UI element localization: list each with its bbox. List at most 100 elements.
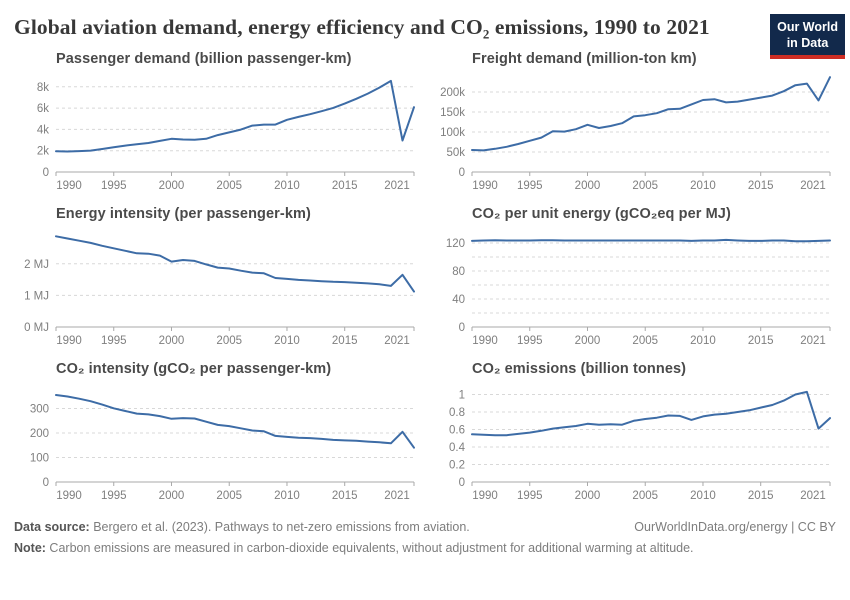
svg-text:0: 0 xyxy=(459,477,465,489)
chart-title: Passenger demand (billion passenger-km) xyxy=(56,50,352,67)
svg-text:2021: 2021 xyxy=(384,335,410,347)
svg-text:50k: 50k xyxy=(446,147,465,159)
svg-text:1990: 1990 xyxy=(472,490,498,502)
chart-canvas: 0 2k 4k 6k 8k 1990 1995 2000 2005 2010 2015 2021 xyxy=(37,79,415,192)
svg-text:0.6: 0.6 xyxy=(449,424,465,436)
svg-text:2000: 2000 xyxy=(575,335,601,347)
svg-text:0: 0 xyxy=(459,322,465,334)
svg-text:2005: 2005 xyxy=(216,490,242,502)
svg-text:2005: 2005 xyxy=(216,180,242,192)
line-series xyxy=(471,238,831,242)
svg-text:0: 0 xyxy=(43,167,49,179)
svg-text:2015: 2015 xyxy=(332,180,358,192)
svg-text:300: 300 xyxy=(30,403,49,415)
svg-text:6k: 6k xyxy=(37,103,49,115)
owid-logo: Our World in Data xyxy=(770,14,845,59)
svg-text:1995: 1995 xyxy=(517,335,543,347)
svg-text:2005: 2005 xyxy=(632,335,658,347)
svg-text:0: 0 xyxy=(459,167,465,179)
owid-logo-line2: in Data xyxy=(786,36,829,51)
chart-energy-intensity: Energy intensity (per passenger-km) 0 MJ… xyxy=(12,206,418,354)
footer: Data source: Bergero et al. (2023). Path… xyxy=(0,509,850,561)
svg-text:1990: 1990 xyxy=(56,335,82,347)
svg-text:1 MJ: 1 MJ xyxy=(24,290,49,302)
footer-note-label: Note: xyxy=(14,541,46,556)
svg-text:1995: 1995 xyxy=(517,180,543,192)
svg-text:2010: 2010 xyxy=(274,180,300,192)
svg-text:1990: 1990 xyxy=(56,490,82,502)
svg-text:2015: 2015 xyxy=(748,180,774,192)
chart-freight-demand: Freight demand (million-ton km) 0 50k 100k… xyxy=(428,51,834,199)
chart-canvas: 0 100 200 300 1990 1995 2000 2005 2010 2015 2021 xyxy=(30,393,415,502)
svg-text:2021: 2021 xyxy=(800,490,826,502)
svg-text:40: 40 xyxy=(452,294,465,306)
svg-text:1995: 1995 xyxy=(101,490,127,502)
svg-text:2015: 2015 xyxy=(332,490,358,502)
svg-text:8k: 8k xyxy=(37,81,49,93)
svg-text:2000: 2000 xyxy=(159,335,185,347)
svg-text:2010: 2010 xyxy=(690,490,716,502)
footer-credit-link[interactable]: OurWorldInData.org/energy | CC BY xyxy=(634,519,836,534)
svg-text:2010: 2010 xyxy=(690,335,716,347)
svg-text:2000: 2000 xyxy=(159,180,185,192)
footer-source-text: Bergero et al. (2023). Pathways to net-z… xyxy=(89,519,470,534)
svg-text:80: 80 xyxy=(452,266,465,278)
chart-canvas: 0 0.2 0.4 0.6 0.8 1 1990 1995 2000 2005 2010 2015 20… xyxy=(449,389,831,502)
chart-co2-per-unit-energy: CO₂ per unit energy (gCO₂eq per MJ) 0 40 8… xyxy=(428,206,834,354)
chart-title: Energy intensity (per passenger-km) xyxy=(56,205,311,222)
svg-text:2 MJ: 2 MJ xyxy=(24,258,49,270)
svg-text:4k: 4k xyxy=(37,124,49,136)
svg-text:2010: 2010 xyxy=(690,180,716,192)
chart-co2-emissions: CO₂ emissions (billion tonnes) 0 0.2 0.4 0.… xyxy=(428,361,834,509)
svg-text:2010: 2010 xyxy=(274,335,300,347)
svg-text:2021: 2021 xyxy=(384,180,410,192)
line-series xyxy=(55,234,415,293)
page-title: Global aviation demand, energy efficienc… xyxy=(14,15,710,39)
svg-text:2015: 2015 xyxy=(748,335,774,347)
footer-source-line: Data source: Bergero et al. (2023). Path… xyxy=(14,517,836,539)
svg-text:100k: 100k xyxy=(440,127,465,139)
footer-note-line: Note: Carbon emissions are measured in c… xyxy=(14,538,836,560)
svg-text:100: 100 xyxy=(30,452,49,464)
svg-text:2005: 2005 xyxy=(632,180,658,192)
footer-source-label: Data source: xyxy=(14,519,90,534)
svg-text:2000: 2000 xyxy=(159,490,185,502)
svg-text:2021: 2021 xyxy=(384,490,410,502)
chart-canvas: 0 MJ 1 MJ 2 MJ 1990 1995 2000 2005 2010 2015 2021 xyxy=(24,234,415,347)
line-series xyxy=(55,79,415,153)
line-series xyxy=(471,390,831,436)
svg-text:0.2: 0.2 xyxy=(449,459,465,471)
svg-text:1: 1 xyxy=(459,389,465,401)
owid-logo-line1: Our World xyxy=(777,20,838,34)
chart-title: CO₂ per unit energy (gCO₂eq per MJ) xyxy=(472,205,731,222)
svg-text:1990: 1990 xyxy=(472,335,498,347)
chart-title: CO₂ emissions (billion tonnes) xyxy=(472,360,687,377)
chart-canvas: 0 50k 100k 150k 200k 1990 1995 2000 2005 2010 2015… xyxy=(440,75,831,192)
svg-text:2015: 2015 xyxy=(332,335,358,347)
svg-text:1995: 1995 xyxy=(101,335,127,347)
svg-text:1990: 1990 xyxy=(56,180,82,192)
svg-text:1995: 1995 xyxy=(101,180,127,192)
svg-text:120: 120 xyxy=(446,238,465,250)
svg-text:2015: 2015 xyxy=(748,490,774,502)
svg-text:0.4: 0.4 xyxy=(449,442,466,454)
chart-grid: Passenger demand (billion passenger-km) … xyxy=(0,49,850,509)
svg-text:2021: 2021 xyxy=(800,335,826,347)
svg-text:2000: 2000 xyxy=(575,490,601,502)
chart-title: Freight demand (million-ton km) xyxy=(472,50,697,67)
svg-text:2005: 2005 xyxy=(632,490,658,502)
chart-passenger-demand: Passenger demand (billion passenger-km) … xyxy=(12,51,418,199)
svg-text:200k: 200k xyxy=(440,87,465,99)
svg-text:0 MJ: 0 MJ xyxy=(24,322,49,334)
svg-text:2010: 2010 xyxy=(274,490,300,502)
svg-text:200: 200 xyxy=(30,428,49,440)
svg-text:2k: 2k xyxy=(37,145,49,157)
svg-text:2005: 2005 xyxy=(216,335,242,347)
svg-text:0: 0 xyxy=(43,477,49,489)
svg-text:1990: 1990 xyxy=(472,180,498,192)
header: Global aviation demand, energy efficienc… xyxy=(0,10,850,59)
chart-title: CO₂ intensity (gCO₂ per passenger-km) xyxy=(56,360,332,377)
footer-source: Data source: Bergero et al. (2023). Path… xyxy=(14,517,470,539)
line-series xyxy=(471,75,831,151)
